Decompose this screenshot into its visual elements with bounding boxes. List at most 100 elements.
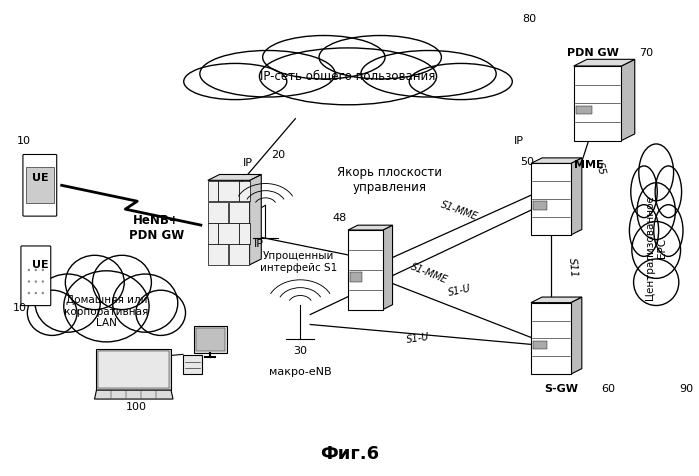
Text: UE: UE (31, 173, 48, 183)
Ellipse shape (35, 274, 100, 332)
Ellipse shape (65, 255, 124, 309)
Polygon shape (531, 297, 582, 303)
Text: 80: 80 (522, 14, 536, 24)
Text: IP: IP (254, 239, 264, 249)
Text: UE: UE (31, 260, 48, 270)
Circle shape (28, 280, 30, 283)
Text: S5: S5 (593, 161, 607, 176)
Polygon shape (94, 390, 173, 399)
Polygon shape (533, 201, 547, 210)
Text: Домашняя или
корпоративная
LAN: Домашняя или корпоративная LAN (64, 295, 149, 328)
Text: S-GW: S-GW (544, 384, 578, 394)
Polygon shape (348, 225, 393, 230)
Polygon shape (183, 355, 202, 374)
Polygon shape (218, 223, 238, 244)
Text: 60: 60 (601, 384, 616, 394)
Ellipse shape (654, 205, 683, 257)
Circle shape (42, 292, 44, 294)
Polygon shape (531, 303, 570, 374)
Polygon shape (239, 181, 250, 201)
Ellipse shape (655, 166, 682, 218)
Ellipse shape (630, 166, 657, 218)
Ellipse shape (263, 36, 385, 79)
Polygon shape (26, 168, 54, 203)
Polygon shape (208, 175, 261, 180)
Text: 20: 20 (271, 150, 285, 160)
Text: макро-eNB: макро-eNB (269, 367, 331, 377)
Polygon shape (250, 175, 261, 265)
Text: Централизованное
EPC: Централизованное EPC (645, 196, 667, 300)
Polygon shape (208, 223, 218, 244)
Ellipse shape (409, 63, 512, 99)
Polygon shape (196, 328, 225, 351)
Circle shape (28, 269, 30, 271)
Circle shape (35, 269, 37, 271)
Ellipse shape (113, 274, 178, 332)
Ellipse shape (259, 48, 437, 105)
Text: 90: 90 (679, 384, 693, 394)
Polygon shape (621, 60, 635, 140)
Text: S1-U: S1-U (405, 331, 430, 345)
Ellipse shape (632, 221, 681, 278)
Ellipse shape (27, 290, 77, 336)
Text: Фиг.6: Фиг.6 (320, 445, 379, 463)
Polygon shape (229, 202, 249, 223)
Ellipse shape (361, 50, 496, 97)
Ellipse shape (92, 255, 152, 309)
Ellipse shape (136, 290, 185, 336)
Polygon shape (574, 60, 635, 66)
Polygon shape (576, 106, 592, 114)
Polygon shape (531, 158, 582, 163)
Polygon shape (533, 340, 547, 349)
Ellipse shape (319, 36, 442, 79)
Text: 50: 50 (520, 158, 534, 168)
Text: IP: IP (243, 159, 252, 169)
Text: HeNB+
PDN GW: HeNB+ PDN GW (129, 214, 184, 242)
Polygon shape (531, 163, 570, 235)
Text: IP-сеть общего пользования: IP-сеть общего пользования (260, 69, 435, 82)
Text: 10: 10 (13, 303, 27, 313)
Text: IP: IP (514, 136, 524, 146)
Polygon shape (570, 297, 582, 374)
Ellipse shape (184, 63, 287, 99)
Text: 30: 30 (294, 347, 308, 357)
Ellipse shape (637, 183, 675, 239)
Circle shape (35, 280, 37, 283)
Text: 70: 70 (639, 48, 654, 58)
Polygon shape (208, 181, 218, 201)
Ellipse shape (64, 271, 149, 342)
Text: 10: 10 (17, 136, 31, 146)
Ellipse shape (639, 144, 674, 201)
Polygon shape (574, 66, 621, 140)
Text: 48: 48 (333, 213, 347, 223)
FancyBboxPatch shape (21, 246, 51, 306)
Text: Якорь плоскости
управления: Якорь плоскости управления (337, 166, 442, 194)
Text: Упрощенный
интерфейс S1: Упрощенный интерфейс S1 (259, 251, 337, 273)
Ellipse shape (200, 50, 335, 97)
Text: S1-U: S1-U (447, 283, 472, 298)
Polygon shape (350, 272, 362, 282)
Polygon shape (383, 225, 393, 309)
Ellipse shape (629, 205, 658, 257)
Polygon shape (348, 230, 383, 309)
Polygon shape (229, 244, 249, 265)
Polygon shape (194, 326, 226, 353)
Ellipse shape (633, 259, 679, 306)
Polygon shape (208, 202, 228, 223)
Polygon shape (239, 223, 250, 244)
Polygon shape (96, 349, 171, 390)
Text: S1-MME: S1-MME (410, 262, 449, 286)
Text: PDN GW: PDN GW (567, 48, 619, 58)
Text: S1-MME: S1-MME (440, 199, 480, 222)
FancyBboxPatch shape (23, 155, 57, 216)
Circle shape (42, 280, 44, 283)
Polygon shape (570, 158, 582, 235)
Text: 100: 100 (126, 402, 147, 412)
Text: MME: MME (574, 160, 603, 170)
Circle shape (42, 269, 44, 271)
Circle shape (35, 292, 37, 294)
Polygon shape (208, 244, 228, 265)
Text: S11: S11 (567, 258, 578, 278)
Polygon shape (99, 351, 169, 388)
Circle shape (28, 292, 30, 294)
